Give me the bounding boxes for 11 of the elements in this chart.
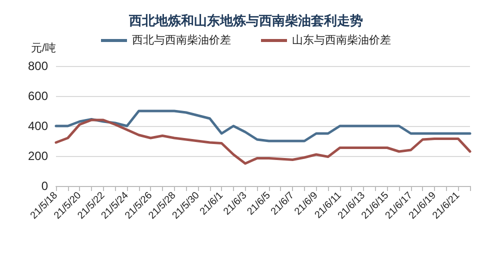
y-tick-label: 600 <box>28 89 48 103</box>
y-axis-title: 元/吨 <box>30 42 56 54</box>
line-series <box>54 118 472 165</box>
y-tick-label: 400 <box>28 119 48 133</box>
line-series <box>54 110 472 142</box>
legend-label: 山东与西南柴油价差 <box>292 34 391 46</box>
y-tick-label: 0 <box>41 179 48 193</box>
y-tick-label: 800 <box>28 59 48 73</box>
chart-title: 西北地炼和山东地炼与西南柴油套利走势 <box>128 13 363 29</box>
legend-label: 西北与西南柴油价差 <box>132 34 231 46</box>
y-tick-label: 200 <box>28 149 48 163</box>
